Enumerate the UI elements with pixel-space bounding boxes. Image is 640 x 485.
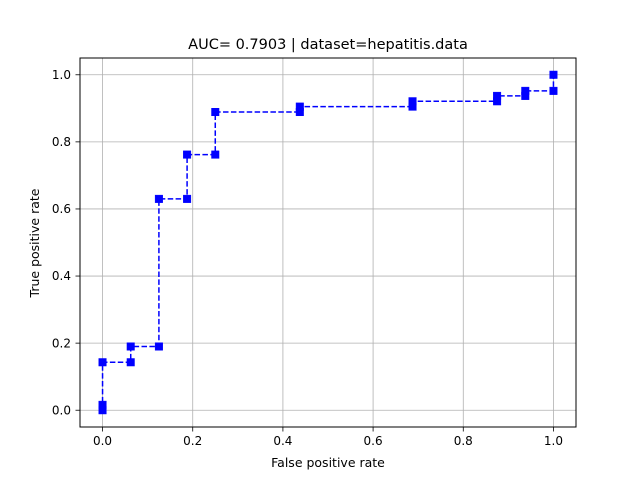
plot-frame bbox=[79, 57, 577, 428]
roc-point-marker bbox=[549, 86, 558, 95]
x-tick-label: 0.6 bbox=[364, 434, 383, 448]
roc-series bbox=[98, 70, 558, 415]
roc-point-marker bbox=[154, 194, 163, 203]
chart-title: AUC= 0.7903 | dataset=hepatitis.data bbox=[188, 37, 468, 53]
roc-point-marker bbox=[211, 150, 220, 159]
x-tick-label: 0.4 bbox=[273, 434, 292, 448]
x-tick-label: 0.0 bbox=[93, 434, 112, 448]
y-tick-label: 1.0 bbox=[52, 68, 71, 82]
roc-point-marker bbox=[521, 86, 530, 95]
x-tick-label: 1.0 bbox=[544, 434, 563, 448]
axis-ticks: 0.0 0.2 0.4 0.6 0.8 1.0 0.0 0.2 0.4 0.6 0.8 1.0 bbox=[52, 68, 563, 448]
y-tick-label: 0.6 bbox=[52, 202, 71, 216]
roc-point-marker bbox=[295, 102, 304, 111]
y-tick-label: 0.8 bbox=[52, 135, 71, 149]
roc-point-marker bbox=[154, 342, 163, 351]
roc-point-marker bbox=[211, 108, 220, 117]
roc-point-marker bbox=[183, 194, 192, 203]
y-tick-label: 0.0 bbox=[52, 403, 71, 417]
y-tick-label: 0.4 bbox=[52, 269, 71, 283]
roc-point-marker bbox=[98, 358, 107, 367]
roc-point-marker bbox=[183, 150, 192, 159]
y-tick-label: 0.2 bbox=[52, 336, 71, 350]
x-axis-label: False positive rate bbox=[271, 455, 385, 470]
roc-point-marker bbox=[126, 358, 135, 367]
x-tick-label: 0.2 bbox=[183, 434, 202, 448]
roc-point-marker bbox=[126, 342, 135, 351]
grid bbox=[80, 58, 576, 427]
y-axis-label: True positive rate bbox=[27, 188, 42, 298]
roc-point-marker bbox=[493, 91, 502, 100]
x-tick-label: 0.8 bbox=[454, 434, 473, 448]
roc-point-marker bbox=[408, 97, 417, 106]
roc-point-marker bbox=[549, 70, 558, 79]
roc-point-marker bbox=[98, 400, 107, 409]
